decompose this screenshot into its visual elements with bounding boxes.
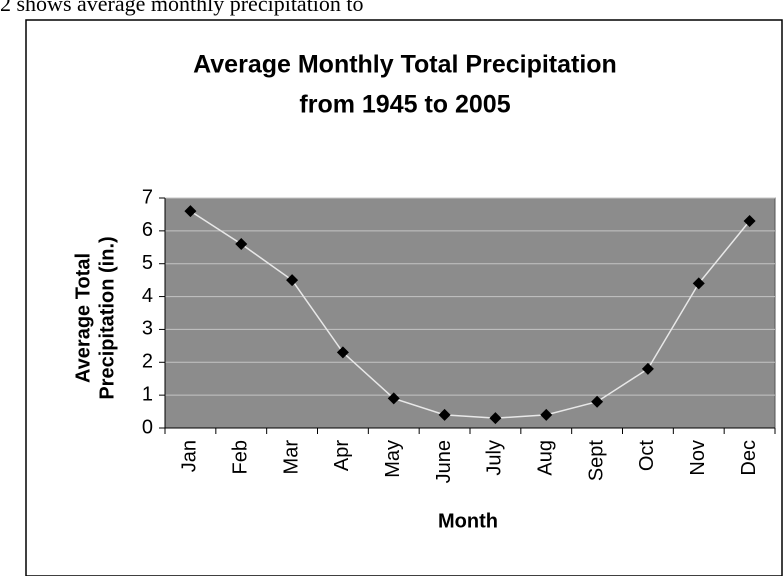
x-tick-group: July: [484, 440, 506, 476]
y-axis-label: Average Total: [72, 253, 94, 383]
marker: [591, 395, 604, 408]
x-tick-group: Dec: [738, 440, 760, 476]
line: [190, 210, 751, 419]
x-tick-label: June: [433, 440, 455, 483]
x-tick-group: June: [433, 440, 455, 483]
marker: [540, 408, 553, 421]
marker: [336, 346, 349, 359]
marker: [387, 392, 400, 405]
chart-title: Average Monthly Total Precipitation: [193, 51, 617, 79]
x-axis-label: Month: [438, 510, 498, 532]
x-tick-group: Sept: [585, 440, 607, 482]
x-tick-group: Feb: [230, 440, 252, 474]
x-tick-label: Sept: [585, 440, 607, 482]
y-axis-label: Precipitation (in.): [96, 236, 118, 399]
x-tick-group: Nov: [687, 440, 709, 476]
x-tick-label: July: [484, 440, 506, 476]
x-tick-label: May: [382, 440, 404, 478]
y-tick-label: 2: [142, 351, 153, 373]
marker: [641, 362, 654, 375]
y-tick-label: 4: [142, 285, 153, 307]
y-tick-label: 0: [142, 416, 153, 438]
x-tick-group: Mar: [280, 440, 302, 475]
x-tick-label: Feb: [230, 440, 252, 474]
marker: [286, 274, 299, 287]
x-tick-label: Dec: [738, 440, 760, 476]
x-tick-group: Jan: [179, 440, 201, 472]
x-tick-label: Aug: [535, 440, 557, 476]
y-tick-label: 7: [142, 186, 153, 208]
x-tick-label: Mar: [280, 440, 302, 475]
x-tick-group: May: [382, 440, 404, 478]
plot-area: [164, 197, 776, 429]
chart-title: from 1945 to 2005: [299, 91, 510, 119]
x-tick-label: Jan: [179, 440, 201, 472]
x-tick-group: Aug: [535, 440, 557, 476]
marker: [743, 215, 756, 227]
x-tick-label: Apr: [331, 440, 353, 471]
y-tick-label: 1: [142, 383, 153, 405]
marker: [489, 412, 502, 425]
x-tick-group: Oct: [636, 440, 658, 472]
y-tick-label: 6: [142, 219, 153, 241]
marker: [184, 205, 197, 218]
marker: [438, 408, 451, 421]
y-tick-label: 3: [142, 318, 153, 340]
marker: [692, 277, 705, 290]
marker: [235, 238, 248, 250]
x-tick-group: Apr: [331, 440, 353, 471]
x-tick-label: Nov: [687, 440, 709, 476]
caption-fragment: 2 shows average monthly precipitation to: [0, 0, 364, 16]
y-tick-label: 5: [142, 252, 153, 274]
x-tick-label: Oct: [636, 440, 658, 472]
